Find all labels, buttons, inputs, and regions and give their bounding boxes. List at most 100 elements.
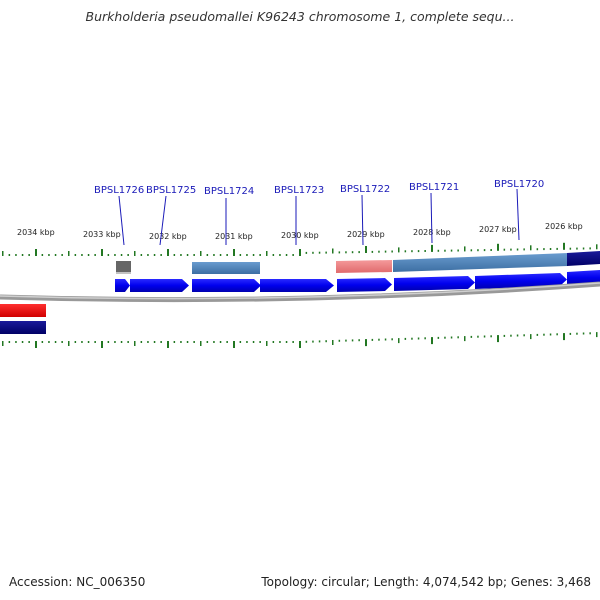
scale-tick <box>384 338 387 341</box>
cds-arrow-6[interactable] <box>394 276 475 291</box>
scale-tick <box>556 247 558 250</box>
scale-tick <box>153 341 156 343</box>
feature-navy-upper[interactable] <box>567 251 600 266</box>
gene-label-bpsl1721[interactable]: BPSL1721 <box>409 182 459 193</box>
scale-tick <box>54 254 57 256</box>
scale-tick <box>536 333 539 336</box>
scale-tick <box>94 254 96 256</box>
cds-arrow-1[interactable] <box>115 279 130 292</box>
gene-label-bpsl1723[interactable]: BPSL1723 <box>274 185 324 196</box>
scale-tick <box>41 254 44 256</box>
scale-tick <box>556 333 558 336</box>
scale-tick <box>431 337 433 345</box>
scale-tick <box>74 254 77 256</box>
scale-tick <box>213 341 215 343</box>
scale-tick <box>233 249 235 256</box>
feature-pink[interactable] <box>336 260 392 273</box>
scale-tick <box>490 335 492 338</box>
scale-tick <box>28 254 30 256</box>
scale-tick <box>193 254 195 256</box>
scale-tick <box>582 332 585 335</box>
cds-arrow-3[interactable] <box>192 279 261 292</box>
scale-tick <box>134 251 136 256</box>
cds-arrow-4[interactable] <box>260 279 334 292</box>
scale-tick <box>569 332 572 335</box>
scale-tick <box>338 251 341 254</box>
scale-tick <box>285 254 288 256</box>
scale-tick <box>378 250 380 253</box>
cds-arrow-5[interactable] <box>337 278 392 292</box>
feature-steelblue-2[interactable] <box>393 253 568 272</box>
scale-tick <box>147 254 149 256</box>
scale-tick <box>239 341 242 343</box>
gene-label-bpsl1720[interactable]: BPSL1720 <box>494 179 544 190</box>
scale-tick <box>48 254 50 256</box>
scale-tick <box>68 341 70 346</box>
scale-tick <box>431 244 433 252</box>
scale-tick <box>497 243 499 251</box>
scale-tick <box>398 247 400 253</box>
scale-tick <box>48 341 50 343</box>
cds-arrow-8[interactable] <box>567 270 600 285</box>
scale-tick <box>114 254 116 256</box>
reverse-feature-red[interactable] <box>0 304 46 317</box>
scale-tick <box>582 247 585 250</box>
scale-tick <box>312 251 314 254</box>
scale-tick <box>285 341 288 343</box>
scale-label-2029: 2029 kbp <box>347 230 385 239</box>
scale-tick <box>153 254 156 256</box>
scale-tick <box>200 251 202 256</box>
scale-tick <box>437 249 440 252</box>
scale-label-2027: 2027 kbp <box>479 225 517 234</box>
scale-tick <box>312 340 314 343</box>
scale-tick <box>497 335 499 343</box>
scale-tick <box>35 249 37 256</box>
cds-arrow-2[interactable] <box>130 279 189 292</box>
scale-tick <box>325 340 327 343</box>
cds-arrow-7[interactable] <box>475 273 567 289</box>
gene-label-group: BPSL1726 BPSL1725 BPSL1724 BPSL1723 BPSL… <box>94 179 544 246</box>
scale-tick <box>305 251 308 254</box>
scale-tick <box>173 254 176 256</box>
scale-tick <box>470 335 473 338</box>
scale-tick <box>266 251 268 256</box>
scale-tick <box>107 254 110 256</box>
scale-tick <box>536 248 539 251</box>
scale-tick <box>371 338 374 341</box>
scale-tick <box>345 339 347 342</box>
scale-tick <box>589 332 591 335</box>
gene-label-bpsl1722[interactable]: BPSL1722 <box>340 184 390 195</box>
scale-tick <box>371 250 374 253</box>
scale-tick <box>404 337 407 340</box>
scale-tick <box>167 249 169 256</box>
leader-line <box>516 188 520 241</box>
scale-tick <box>134 341 136 346</box>
scale-tick <box>259 254 261 256</box>
scale-tick <box>563 333 565 341</box>
gene-label-bpsl1725[interactable]: BPSL1725 <box>146 185 196 196</box>
scale-tick <box>127 254 129 256</box>
scale-label-2033: 2033 kbp <box>83 230 121 239</box>
scale-tick <box>81 341 83 343</box>
gene-label-bpsl1724[interactable]: BPSL1724 <box>204 186 254 197</box>
leader-line <box>159 195 167 246</box>
scale-tick <box>61 341 63 343</box>
feature-steelblue-1[interactable] <box>192 262 260 274</box>
map-title: Burkholderia pseudomallei K96243 chromos… <box>85 9 515 24</box>
scale-tick <box>384 250 387 253</box>
scale-tick <box>325 251 327 254</box>
scale-tick <box>503 334 506 337</box>
scale-tick <box>28 341 30 343</box>
leader-line <box>118 195 125 246</box>
scale-tick <box>54 341 57 343</box>
feature-gray[interactable] <box>116 261 131 274</box>
scale-tick <box>266 341 268 346</box>
scale-tick <box>490 249 492 251</box>
scale-tick <box>180 341 182 343</box>
scale-tick <box>114 341 116 343</box>
accession-text: Accession: NC_006350 <box>9 575 146 589</box>
scale-tick <box>503 248 506 251</box>
gene-label-bpsl1726[interactable]: BPSL1726 <box>94 185 144 196</box>
reverse-feature-navy[interactable] <box>0 321 46 334</box>
scale-tick <box>444 249 446 252</box>
